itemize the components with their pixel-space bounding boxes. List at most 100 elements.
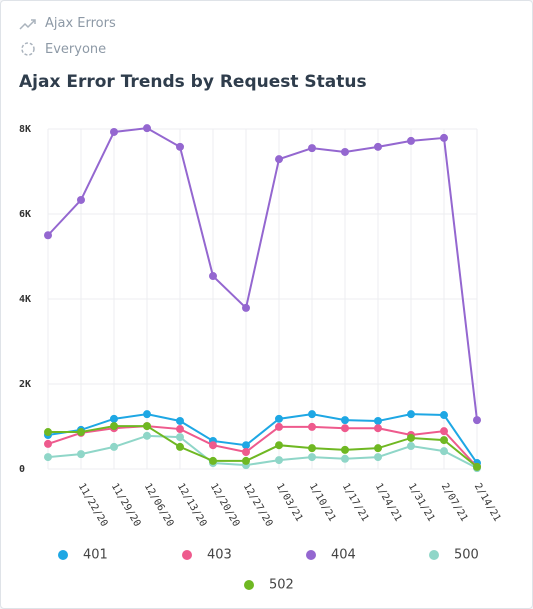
data-point	[341, 147, 349, 156]
legend-label: 401	[83, 548, 108, 563]
data-point	[374, 444, 382, 453]
series-line	[47, 127, 478, 421]
data-point	[176, 425, 184, 434]
data-point	[308, 422, 316, 431]
y-tick-label: 6K	[19, 209, 31, 220]
data-point	[407, 442, 415, 451]
data-point	[110, 414, 118, 423]
data-point	[341, 416, 349, 425]
data-point	[44, 453, 52, 462]
data-point	[209, 441, 217, 450]
x-tick-label: 1/17/21	[340, 482, 371, 524]
y-tick-label: 0	[19, 464, 25, 475]
data-point	[374, 142, 382, 151]
chart-title: Ajax Error Trends by Request Status	[19, 72, 367, 92]
series-line	[47, 413, 478, 464]
x-tick-label: 1/10/21	[307, 482, 338, 524]
y-tick-label: 8K	[19, 124, 31, 135]
data-point	[440, 436, 448, 445]
x-tick-label: 1/31/21	[406, 482, 437, 524]
data-point	[44, 439, 52, 448]
data-point	[407, 433, 415, 442]
data-point	[143, 410, 151, 419]
dataset-label: Ajax Errors	[45, 16, 116, 31]
data-point	[473, 416, 481, 425]
data-point	[44, 231, 52, 240]
data-point	[275, 456, 283, 465]
legend-label: 502	[269, 578, 294, 593]
data-point	[374, 416, 382, 425]
data-point	[308, 444, 316, 453]
data-point	[110, 422, 118, 431]
legend-label: 403	[207, 548, 232, 563]
legend-swatch	[182, 550, 192, 560]
legend-swatch	[244, 580, 254, 590]
data-point	[143, 422, 151, 431]
data-point	[110, 442, 118, 451]
data-point	[275, 441, 283, 450]
data-point	[275, 155, 283, 164]
legend-swatch	[58, 550, 68, 560]
data-point	[341, 454, 349, 463]
data-point	[209, 272, 217, 281]
data-point	[242, 448, 250, 456]
legend-label: 404	[331, 548, 356, 563]
x-tick-label: 11/22/20	[76, 482, 110, 529]
data-point	[176, 442, 184, 451]
data-point	[341, 445, 349, 454]
x-tick-label: 12/27/20	[241, 482, 275, 529]
x-tick-label: 12/06/20	[142, 482, 176, 529]
series-line	[48, 425, 478, 468]
data-point	[308, 410, 316, 419]
data-point	[308, 144, 316, 153]
series-line	[47, 425, 478, 468]
data-point	[143, 431, 151, 440]
dataset-row: Ajax Errors	[19, 16, 116, 31]
data-point	[473, 462, 481, 471]
x-tick-label: 1/24/21	[373, 482, 404, 524]
data-point	[242, 441, 250, 450]
data-point	[440, 133, 448, 142]
data-point	[275, 414, 283, 423]
trend-icon	[19, 18, 36, 30]
data-point	[341, 424, 349, 433]
y-tick-label: 2K	[19, 379, 31, 390]
x-tick-label: 1/03/21	[274, 482, 305, 524]
x-tick-label: 11/29/20	[109, 482, 143, 529]
legend-swatch	[429, 550, 439, 560]
x-tick-label: 12/13/20	[175, 482, 209, 529]
data-point	[440, 427, 448, 436]
data-point	[209, 456, 217, 465]
data-point	[407, 410, 415, 419]
data-point	[374, 424, 382, 433]
data-point	[176, 433, 184, 442]
data-point	[77, 195, 85, 204]
legend-label: 500	[454, 548, 479, 563]
data-point	[275, 422, 283, 431]
data-point	[440, 411, 448, 420]
data-point	[110, 127, 118, 136]
x-tick-label: 2/14/21	[472, 482, 503, 524]
data-point	[176, 142, 184, 151]
x-tick-label: 12/20/20	[208, 482, 242, 529]
legend-swatch	[306, 550, 316, 560]
segment-icon	[21, 42, 35, 56]
segment-row: Everyone	[19, 41, 106, 57]
data-point	[143, 124, 151, 133]
data-point	[308, 453, 316, 462]
y-tick-label: 4K	[19, 294, 31, 305]
series-line	[47, 434, 478, 470]
data-point	[44, 428, 52, 437]
data-point	[77, 428, 85, 437]
data-point	[407, 136, 415, 145]
data-point	[176, 416, 184, 425]
data-point	[440, 447, 448, 456]
segment-label: Everyone	[45, 41, 107, 57]
data-point	[77, 450, 85, 459]
data-point	[374, 453, 382, 462]
data-point	[242, 456, 250, 465]
data-point	[242, 303, 250, 312]
x-tick-label: 2/07/21	[439, 482, 470, 524]
